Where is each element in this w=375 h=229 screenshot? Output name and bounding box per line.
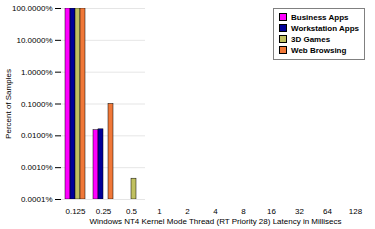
svg-text:1.0000%: 1.0000% <box>21 68 53 77</box>
svg-text:100.0000%: 100.0000% <box>12 4 52 13</box>
svg-text:32: 32 <box>295 207 304 216</box>
svg-text:0.0001%: 0.0001% <box>21 195 53 204</box>
svg-text:Windows NT4 Kernel Mode Thread: Windows NT4 Kernel Mode Thread (RT Prior… <box>89 217 341 226</box>
svg-text:4: 4 <box>213 207 218 216</box>
svg-text:Percent of Samples: Percent of Samples <box>4 69 13 139</box>
svg-text:0.125: 0.125 <box>65 207 86 216</box>
html-text:Workstation Apps: Workstation Apps <box>291 24 359 33</box>
svg-text:0.25: 0.25 <box>96 207 112 216</box>
html-text:Business Apps: Business Apps <box>291 13 349 22</box>
svg-text:128: 128 <box>349 207 363 216</box>
svg-text:0.5: 0.5 <box>126 207 138 216</box>
svg-text:8: 8 <box>241 207 246 216</box>
svg-text:64: 64 <box>323 207 332 216</box>
svg-text:0.0010%: 0.0010% <box>21 163 53 172</box>
svg-text:16: 16 <box>267 207 276 216</box>
svg-text:10.0000%: 10.0000% <box>16 36 52 45</box>
svg-text:0.1000%: 0.1000% <box>21 100 53 109</box>
html-text:Web Browsing: Web Browsing <box>291 46 347 55</box>
svg-text:2: 2 <box>185 207 190 216</box>
html-text:3D Games: 3D Games <box>291 35 331 44</box>
svg-text:1: 1 <box>157 207 162 216</box>
svg-text:0.0100%: 0.0100% <box>21 131 53 140</box>
